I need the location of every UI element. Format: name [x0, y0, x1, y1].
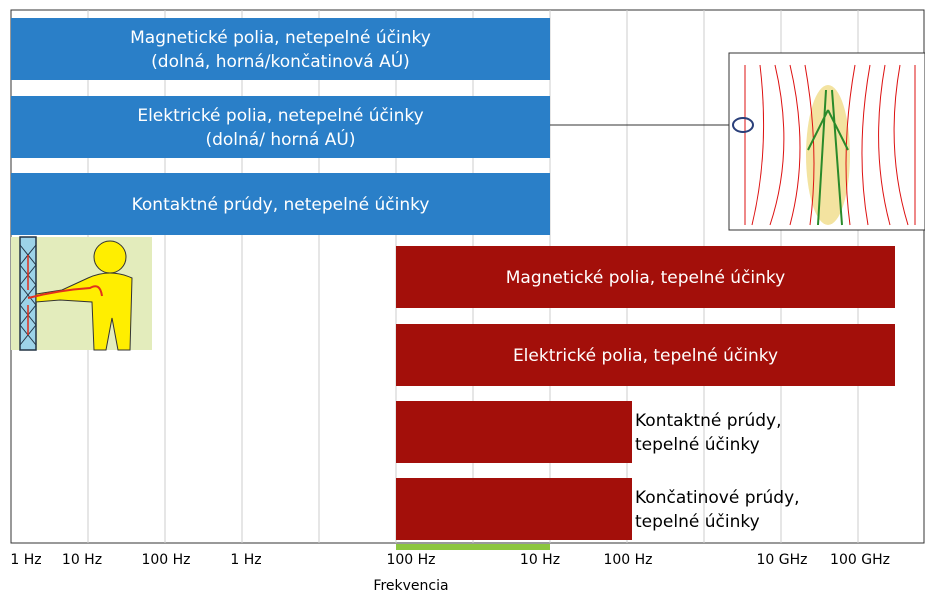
tick-label: 100 Hz: [386, 552, 435, 568]
tick-label: 1 Hz: [230, 552, 261, 568]
range-bar: [11, 96, 550, 158]
range-bar: [396, 246, 895, 308]
axis-title: Frekvencia: [373, 578, 448, 594]
range-bar: [11, 18, 550, 80]
field-illustration: [550, 52, 925, 231]
bar-label: tepelné účinky: [635, 512, 760, 532]
bar-label: Elektrické polia, tepelné účinky: [513, 346, 778, 366]
tick-label: 100 Hz: [603, 552, 652, 568]
bar-label: Magnetické polia, tepelné účinky: [506, 268, 785, 288]
tick-label: 10 GHz: [757, 552, 808, 568]
bar-label: Elektrické polia, netepelné účinky: [137, 106, 423, 126]
bars: Magnetické polia, netepelné účinky(dolná…: [11, 18, 895, 540]
range-bar: [396, 401, 632, 463]
bar-label: Končatinové prúdy,: [635, 488, 800, 508]
tick-label: 100 Hz: [141, 552, 190, 568]
highlight-range: [396, 544, 550, 550]
bar-label: tepelné účinky: [635, 435, 760, 455]
tick-label: 100 GHz: [830, 552, 890, 568]
bar-label: Kontaktné prúdy,: [635, 411, 782, 431]
bar-label: Magnetické polia, netepelné účinky: [130, 28, 431, 48]
contact-current-illustration: [11, 236, 152, 351]
tick-label: 10 Hz: [62, 552, 102, 568]
bar-label: (dolná/ horná AÚ): [205, 128, 355, 150]
tick-label: 10 Hz: [520, 552, 560, 568]
range-bar: [396, 324, 895, 386]
bar-label: Kontaktné prúdy, netepelné účinky: [132, 195, 430, 215]
range-bar: [11, 173, 550, 235]
tick-label: 1 Hz: [10, 552, 41, 568]
range-bar: [396, 478, 632, 540]
bar-label: (dolná, horná/končatinová AÚ): [151, 50, 410, 72]
